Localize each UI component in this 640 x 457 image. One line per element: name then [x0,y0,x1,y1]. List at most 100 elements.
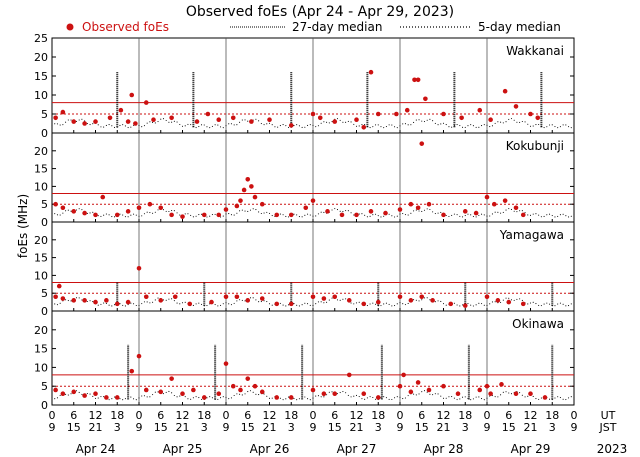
median27-dot [388,398,390,400]
y-tick-label: 0 [41,216,48,229]
median27-dot [434,212,436,215]
median27-dot [377,124,379,126]
observed-point [136,265,142,271]
observed-point [223,207,229,212]
median27-dot [481,125,483,127]
median27-dot [345,210,347,212]
observed-point [216,212,222,218]
median27-dot [130,302,132,304]
observed-point [241,187,247,193]
median27-dot [173,394,175,397]
median27-dot [100,303,102,305]
panel-yamagawa: 0 5 10 15 20 Yamagawa [34,221,575,318]
median27-dot [81,393,83,395]
observed-point [513,104,519,109]
observed-point [191,387,196,393]
median27-dot [54,303,56,305]
median27-dot [113,396,116,398]
median27-dot [391,305,393,307]
median27-dot [138,304,140,306]
median27-dot [168,121,170,123]
median27-dot [565,399,567,401]
observed-point [245,176,251,182]
median27-dot [429,299,431,301]
median27-dot [467,125,469,127]
jst-axis-label: JST [599,421,617,434]
median27-dot [369,396,371,398]
median27-dot [568,126,570,128]
median27-dot [407,302,409,305]
median27-dot [491,301,493,303]
jst-tick-label: 15 [241,421,255,434]
median27-dot [467,302,469,305]
observed-point [93,212,98,218]
median27-dot [233,214,235,216]
observed-point [60,109,66,115]
median27-dot [421,299,423,301]
median27-dot [298,216,300,218]
median27-dot [524,121,526,123]
median27-dot [271,124,273,126]
median27-dot [111,216,113,218]
observed-series [53,69,541,130]
median27-dot [81,209,83,211]
median27-dot [508,118,510,120]
median27-dot [565,124,567,126]
median27-dot [478,396,480,398]
median27-dot [211,397,213,399]
median27-dot [260,301,262,303]
median27-dot [165,210,167,212]
observed-point [60,391,66,397]
median27-dot [228,303,230,305]
median27-dot [309,124,311,126]
median27-dot [135,214,137,216]
median27-dot [200,124,203,126]
median27-dot [410,212,412,214]
observed-point [361,391,367,397]
ut-tick-label: 18 [110,409,124,422]
median27-dot [491,213,493,215]
median27-dot [228,213,230,215]
median27-dot [309,214,311,216]
y-tick-label: 15 [34,70,48,83]
observed-point [495,298,501,303]
observed-point [93,119,98,124]
median27-dot [326,301,328,303]
median27-dot [70,300,72,302]
median27-dot [247,120,249,122]
median27-dot [440,395,442,397]
y-tick-label: 20 [34,324,48,337]
median27-dot [119,213,121,215]
observed-point [201,212,207,218]
median27-dot [519,392,521,394]
median27-dot [241,394,243,396]
median27-dot [171,392,173,394]
median27-dot [236,124,238,126]
median27-dot [470,124,472,126]
median27-dot [453,125,455,127]
median27-dot [97,397,99,399]
median27-dot [472,305,474,307]
observed-point [234,203,240,209]
median27-dot [266,123,268,125]
median27-dot [432,120,434,122]
observed-point [169,376,174,381]
observed-point [114,212,120,218]
median27-dot [497,121,499,123]
median27-dot [62,212,64,214]
median27-dot [304,302,306,304]
observed-point [448,301,454,307]
median27-dot [464,215,466,217]
median27-dot [437,124,439,126]
median27-dot [157,209,159,211]
date-label: Apr 29 [511,442,551,456]
median27-dot [225,125,227,127]
median27-dot [198,214,200,216]
median27-dot [385,125,387,128]
median27-dot [211,213,213,216]
median27-dot [239,121,241,123]
median27-dot [456,304,458,306]
observed-point [71,119,77,124]
median27-dot [149,212,151,214]
median27-dot [453,302,455,304]
